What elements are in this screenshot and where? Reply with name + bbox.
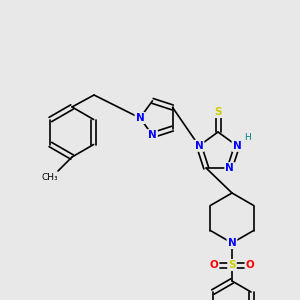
Text: CH₃: CH₃ [42,172,58,182]
Text: N: N [136,113,144,123]
Text: O: O [210,260,218,270]
Text: N: N [148,130,157,140]
Text: N: N [232,141,242,151]
Text: N: N [195,141,203,151]
Text: N: N [225,163,234,173]
Text: S: S [214,107,222,117]
Text: N: N [228,238,236,248]
Text: S: S [228,260,236,270]
Text: O: O [246,260,254,270]
Text: H: H [244,133,250,142]
